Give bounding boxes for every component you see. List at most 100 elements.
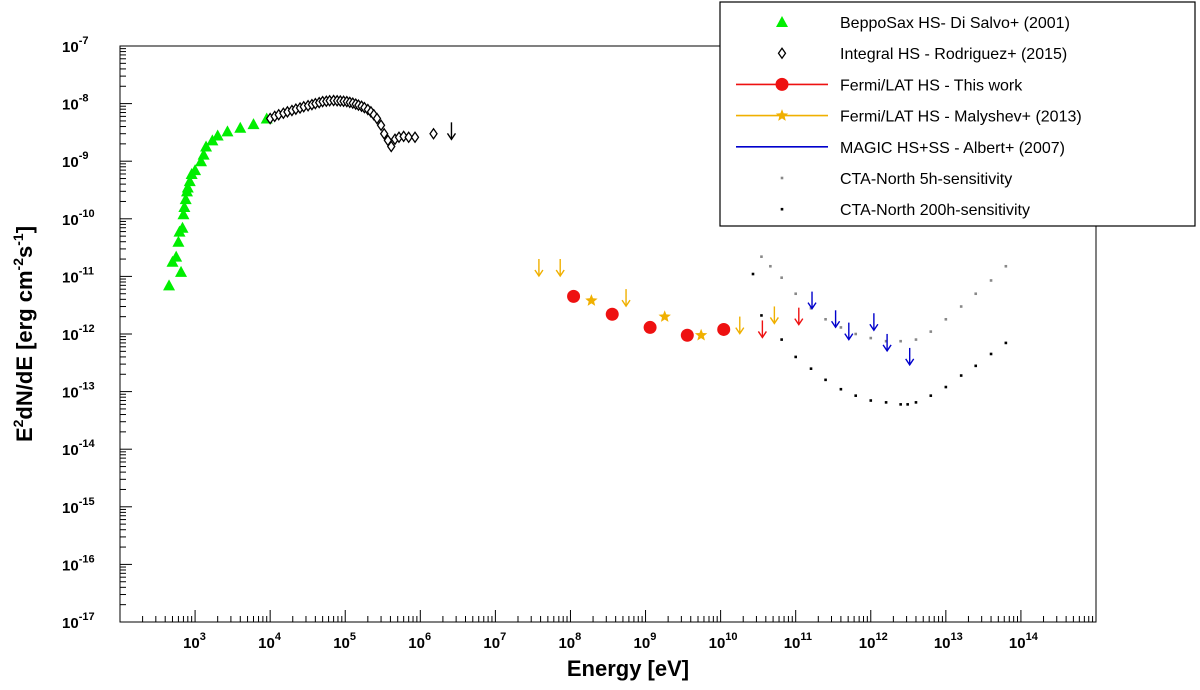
data-point <box>751 272 755 276</box>
legend-entry: CTA-North 5h-sensitivity <box>780 171 1012 188</box>
legend-label: CTA-North 5h-sensitivity <box>840 171 1012 188</box>
series-2 <box>567 289 731 342</box>
data-point <box>884 339 888 343</box>
y-tick-label: 10-8 <box>62 93 88 114</box>
data-point <box>386 140 396 153</box>
data-point <box>181 181 194 193</box>
data-point <box>854 332 858 336</box>
y-tick-label: 10-13 <box>62 381 95 402</box>
legend-marker <box>776 16 788 27</box>
data-point <box>163 279 176 291</box>
data-point <box>170 250 183 262</box>
x-tick-label: 107 <box>483 631 506 652</box>
data-point <box>944 317 948 321</box>
y-tick-label: 10-12 <box>62 323 95 344</box>
data-point <box>585 294 598 306</box>
data-point <box>200 140 213 152</box>
upper-limit-arrow <box>831 310 841 329</box>
x-tick-label: 109 <box>634 631 657 652</box>
upper-limit-arrow <box>534 258 544 278</box>
x-tick-label: 1011 <box>784 631 812 652</box>
legend-marker <box>780 176 784 180</box>
legend-marker <box>775 109 789 121</box>
data-point <box>929 394 933 397</box>
data-point <box>197 148 210 160</box>
data-point <box>959 374 963 377</box>
data-point <box>839 387 843 391</box>
upper-limits-1 <box>757 307 804 339</box>
upper-limits-2 <box>534 258 779 335</box>
y-tick-label: 10-15 <box>62 496 95 517</box>
legend-entry: Fermi/LAT HS - Malyshev+ (2013) <box>736 109 1082 126</box>
data-point <box>989 352 993 356</box>
series-3 <box>585 294 708 341</box>
data-point <box>404 131 413 144</box>
axes-layer: 103 104 105 106 107 108 109 1010 1011 1012 1013 101… <box>10 35 1094 681</box>
legend-label: BeppoSax HS- Di Salvo+ (2001) <box>840 15 1070 32</box>
y-tick-label: 10-17 <box>62 611 95 632</box>
y-tick-label: 10-11 <box>62 265 94 286</box>
y-tick-label: 10-7 <box>62 35 88 56</box>
data-point <box>794 292 797 296</box>
upper-limit-arrow <box>621 289 631 308</box>
upper-limit-arrow <box>882 333 892 353</box>
data-point <box>221 125 234 137</box>
data-point <box>974 364 978 368</box>
data-point <box>179 193 192 205</box>
legend-entry: BeppoSax HS- Di Salvo+ (2001) <box>776 15 1070 32</box>
upper-limit-arrow <box>769 306 779 325</box>
data-point <box>760 255 763 258</box>
data-point <box>694 328 708 341</box>
data-point <box>178 201 191 213</box>
x-axis-title: Energy [eV] <box>567 656 689 681</box>
data-point <box>195 155 208 167</box>
data-point <box>379 127 389 140</box>
data-point <box>780 338 783 341</box>
legend-label: CTA-North 200h-sensitivity <box>840 202 1030 219</box>
upper-limit-arrow <box>757 320 767 339</box>
data-point <box>399 130 408 143</box>
legend-box <box>719 1 1196 227</box>
data-point <box>183 175 196 187</box>
legend-label: Fermi/LAT HS - This work <box>840 77 1023 94</box>
y-tick-label: 10-9 <box>62 150 88 171</box>
data-point <box>944 385 948 389</box>
legend-marker <box>775 77 789 91</box>
data-point <box>929 330 933 333</box>
data-point <box>769 264 772 268</box>
upper-limit-arrow <box>735 316 745 335</box>
data-point <box>884 401 888 404</box>
legend-entry: CTA-North 200h-sensitivity <box>780 202 1030 219</box>
data-point <box>869 336 873 340</box>
data-point <box>410 131 420 144</box>
data-point <box>376 119 386 132</box>
upper-limit-arrow <box>844 322 854 341</box>
data-point <box>172 235 185 247</box>
x-tick-label: 103 <box>183 631 206 652</box>
upper-limit-arrow <box>794 307 804 326</box>
x-tick-label: 1013 <box>934 631 963 652</box>
legend-entry: Integral HS - Rodriguez+ (2015) <box>777 46 1067 63</box>
data-point <box>989 279 993 282</box>
data-point <box>869 399 873 402</box>
legend-marker <box>777 47 787 60</box>
data-point <box>643 320 657 334</box>
x-tick-label: 108 <box>558 631 581 652</box>
data-point <box>567 289 581 303</box>
upper-limit-arrow <box>555 258 565 278</box>
data-point <box>1004 264 1008 268</box>
legend-marker <box>780 207 784 211</box>
data-point <box>605 307 619 321</box>
data-point <box>794 355 797 359</box>
data-point <box>824 378 827 382</box>
upper-limit-arrow <box>869 313 879 332</box>
y-axis-title: E2dN/dE [erg cm-2s-1] <box>10 226 37 442</box>
y-tick-label: 10-16 <box>62 553 95 574</box>
data-point <box>899 403 902 406</box>
data-layer <box>163 94 1008 406</box>
data-point <box>974 292 978 296</box>
data-point <box>1004 341 1008 345</box>
x-tick-label: 104 <box>258 631 282 652</box>
upper-limit-arrow <box>446 122 457 141</box>
